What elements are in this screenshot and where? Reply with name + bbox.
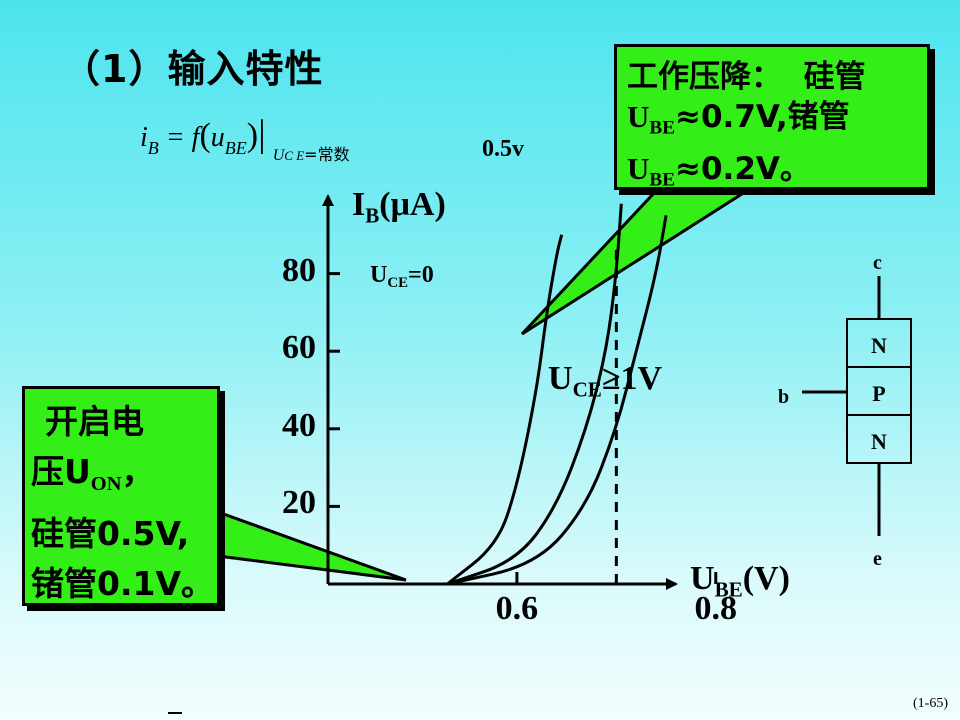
curve-label-uce1: UCE≥1V (548, 360, 662, 402)
turn-on-line2-sub: ON (90, 473, 122, 496)
drop-line3-prefix: U (627, 150, 650, 186)
uce1-suffix: ≥1V (601, 360, 663, 397)
uce1-prefix: U (548, 360, 573, 397)
layer-n-bottom: N (871, 429, 887, 454)
terminal-b: b (778, 386, 790, 408)
y-tick-label: 40 (282, 406, 316, 444)
y-label-suffix: (μA) (379, 186, 446, 223)
formula-eq: = f (158, 122, 200, 153)
x-tick-label: 0.6 (495, 590, 539, 627)
formula-cond-u: U (272, 147, 285, 164)
formula-lhs: i (140, 122, 148, 153)
drop-line3-suffix: ≈0.2V。 (675, 150, 811, 187)
turn-on-line2: 压UON， (31, 447, 217, 509)
uce0-prefix: U (370, 262, 388, 288)
x-label-suffix: (V) (742, 560, 790, 597)
terminal-c: c (873, 252, 882, 274)
y-label-prefix: I (352, 186, 366, 223)
uce0-suffix: =0 (408, 262, 434, 288)
footer-mark (168, 712, 182, 714)
y-tick-label: 20 (282, 484, 316, 522)
drop-line2-sub: BE (649, 117, 676, 139)
layer-p: P (848, 368, 910, 416)
y-tick-label: 60 (282, 329, 316, 367)
curve-label-uce0: UCE=0 (370, 262, 434, 292)
input-characteristic-formula: iB = f(uBE)| UC E=常数 (140, 113, 350, 164)
y-tick-label: 80 (282, 251, 316, 289)
turn-on-line2-suffix: ， (121, 452, 155, 491)
formula-lhs-sub: B (147, 138, 159, 158)
curve-label-0-5v: 0.5v (482, 136, 524, 162)
callout-turn-on-voltage: 开启电 压UON， 硅管0.5V, 锗管0.1V。 (22, 386, 220, 606)
x-label-sub: BE (714, 577, 743, 602)
drop-line3-sub: BE (649, 169, 676, 191)
curve-0-5v (446, 203, 623, 586)
callout-working-drop: 工作压降： 硅管 UBE≈0.7V,锗管 UBE≈0.2V。 (614, 44, 930, 190)
uce0-sub: CE (387, 275, 409, 292)
formula-cond-sub: C E (284, 148, 305, 163)
x-tick-label: 0.8 (694, 590, 738, 627)
curve-uce0 (446, 234, 564, 586)
drop-line2-prefix: U (627, 99, 650, 134)
callout-drop-pointer (520, 190, 751, 336)
turn-on-line2-prefix: 压U (31, 452, 91, 491)
uce1-sub: CE (572, 377, 602, 402)
formula-cond-tail: =常数 (304, 145, 350, 164)
terminal-e: e (873, 548, 882, 570)
turn-on-line1: 开启电 (45, 402, 144, 441)
y-label-sub: B (365, 203, 380, 228)
formula-arg-sub: BE (224, 138, 247, 158)
drop-line2-suffix: ≈0.7V,锗管 (675, 99, 850, 135)
slide-title: （1）输入特性 (62, 47, 324, 91)
npn-structure: N P N (846, 318, 912, 464)
formula-condition: UC E=常数 (272, 145, 350, 164)
x-axis-label: UBE(V) (690, 560, 790, 602)
layer-n-top: N (848, 320, 910, 368)
drop-line3: UBE≈0.2V。 (627, 149, 927, 201)
drop-line1: 工作压降： 硅管 (627, 59, 866, 95)
y-axis-label: IB(μA) (352, 186, 446, 228)
drop-line2: UBE≈0.7V,锗管 (627, 97, 927, 149)
curve-uce1 (446, 215, 668, 586)
formula-arg: u (210, 122, 225, 153)
x-label-prefix: U (690, 560, 715, 597)
turn-on-line4: 锗管0.1V。 (31, 564, 214, 604)
page-number: (1-65) (913, 696, 948, 711)
turn-on-line3: 硅管0.5V, (31, 514, 190, 554)
